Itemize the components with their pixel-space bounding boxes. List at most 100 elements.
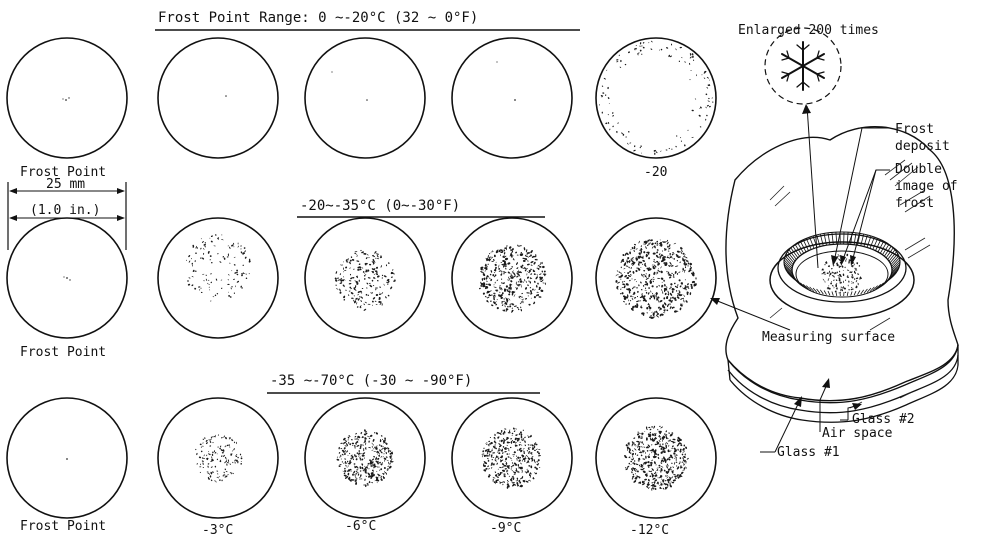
frost-speck [202, 457, 204, 459]
frost-speck [374, 446, 376, 449]
frost-speck [649, 278, 653, 282]
frost-speck [231, 270, 233, 272]
frost-speck [691, 53, 694, 56]
frost-speck [204, 241, 206, 244]
frost-speck [364, 272, 366, 274]
frost-speck [631, 246, 634, 250]
frost-speck [530, 444, 532, 446]
frost-speck [826, 262, 828, 264]
frost-speck [505, 457, 508, 461]
frost-speck [533, 296, 536, 299]
frost-speck [641, 441, 643, 444]
frost-speck [685, 260, 689, 262]
frost-speck [684, 61, 687, 63]
frost-speck [692, 271, 695, 275]
frost-speck [683, 262, 686, 265]
frost-speck [361, 432, 363, 434]
frost-speck [662, 312, 666, 314]
frost-speck [508, 298, 511, 301]
frost-speck [240, 285, 242, 288]
frost-speck [663, 450, 666, 453]
frost-speck [628, 462, 631, 465]
frost-speck [215, 481, 217, 483]
frost-speck [358, 452, 361, 455]
frost-speck [386, 281, 389, 284]
frost-speck [659, 470, 662, 472]
frost-speck [844, 266, 846, 269]
frost-speck [667, 293, 670, 296]
frost-speck [842, 269, 844, 271]
frost-speck [663, 460, 665, 463]
frost-speck [650, 470, 652, 472]
frost-speck [239, 453, 242, 456]
frost-speck [366, 482, 369, 485]
frost-speck [342, 267, 345, 270]
frost-speck [626, 449, 629, 451]
frost-speck [350, 256, 353, 259]
frost-speck [390, 272, 394, 274]
frost-speck [661, 440, 664, 442]
frost-speck [229, 463, 231, 466]
frost-speck [504, 447, 507, 450]
frost-speck [515, 251, 518, 254]
frost-speck [829, 275, 831, 277]
frost-speck [378, 454, 381, 457]
frost-speck [343, 448, 346, 450]
knurl-tick [891, 259, 901, 269]
frost-speck [669, 276, 672, 279]
frost-speck [483, 469, 487, 472]
frost-speck [351, 442, 355, 445]
knurl-tick [888, 251, 897, 262]
frost-speck [354, 454, 356, 457]
frost-speck [192, 269, 195, 272]
frost-speck [494, 459, 497, 462]
frost-speck [660, 277, 664, 280]
frost-speck [641, 45, 643, 47]
frost-speck [642, 467, 645, 470]
frost-speck [534, 289, 536, 291]
frost-speck [646, 474, 648, 477]
frost-speck [492, 250, 494, 253]
frost-speck [821, 273, 823, 275]
frost-speck [356, 444, 360, 447]
frost-speck [196, 463, 198, 465]
frost-speck [529, 255, 531, 257]
frost-speck [603, 77, 606, 80]
frost-speck [347, 460, 349, 463]
frost-speck [342, 261, 345, 263]
frost-speck [496, 462, 498, 464]
knurl-tick [831, 291, 834, 296]
frost-speck [335, 288, 339, 290]
frost-speck [851, 276, 854, 279]
frost-speck [635, 281, 637, 283]
knurl-tick [797, 242, 805, 254]
frost-speck [378, 466, 380, 468]
frost-speck [624, 63, 627, 66]
frost-speck [383, 453, 385, 455]
scale-bar [7, 182, 127, 250]
frost-speck [382, 440, 385, 443]
frost-speck [628, 450, 631, 454]
frost-speck [378, 300, 381, 303]
frost-speck [674, 455, 676, 457]
row2-circle-5 [595, 217, 717, 339]
frost-speck [656, 260, 659, 263]
frost-speck [363, 448, 365, 452]
frost-speck [490, 456, 493, 458]
knurl-tick [869, 286, 875, 292]
frost-speck [506, 290, 511, 293]
frost-speck [602, 92, 605, 94]
frost-speck [835, 283, 837, 286]
frost-speck [641, 152, 642, 154]
frost-speck [358, 290, 362, 293]
frost-speck [358, 296, 361, 298]
frost-speck [370, 477, 373, 479]
frost-speck [503, 264, 505, 268]
frost-speck [517, 309, 520, 311]
frost-speck [840, 286, 843, 288]
frost-speck [683, 444, 686, 447]
frost-speck [682, 448, 685, 451]
frost-speck [220, 459, 222, 461]
frost-speck [514, 444, 518, 447]
frost-speck [670, 466, 672, 469]
